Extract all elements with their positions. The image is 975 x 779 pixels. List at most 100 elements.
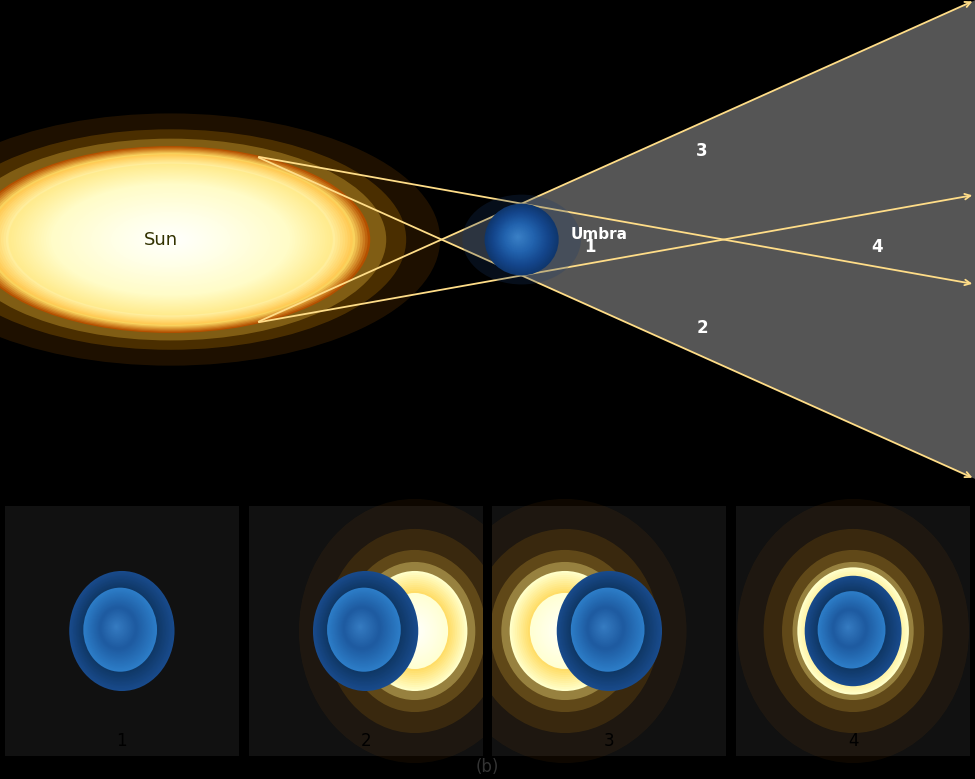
Ellipse shape: [90, 595, 149, 663]
Ellipse shape: [92, 597, 146, 660]
Ellipse shape: [806, 578, 900, 684]
Ellipse shape: [89, 201, 253, 278]
Ellipse shape: [332, 594, 395, 665]
Ellipse shape: [0, 152, 358, 327]
Ellipse shape: [498, 218, 541, 259]
Ellipse shape: [91, 597, 147, 661]
Ellipse shape: [561, 576, 657, 686]
Ellipse shape: [121, 217, 220, 263]
Ellipse shape: [499, 219, 540, 258]
Text: Sun: Sun: [143, 231, 177, 249]
Ellipse shape: [317, 576, 413, 686]
Ellipse shape: [1, 160, 340, 319]
Ellipse shape: [383, 595, 447, 667]
Ellipse shape: [826, 601, 875, 657]
Text: 3: 3: [604, 732, 614, 750]
Ellipse shape: [340, 603, 384, 654]
Ellipse shape: [793, 562, 914, 700]
Polygon shape: [442, 203, 522, 276]
Ellipse shape: [143, 227, 198, 252]
Ellipse shape: [49, 182, 292, 297]
Ellipse shape: [523, 585, 607, 677]
Ellipse shape: [94, 203, 248, 276]
Ellipse shape: [490, 550, 640, 712]
Ellipse shape: [601, 623, 607, 630]
Ellipse shape: [599, 621, 609, 633]
Ellipse shape: [525, 587, 605, 675]
Ellipse shape: [75, 578, 168, 683]
Ellipse shape: [497, 216, 543, 261]
Ellipse shape: [817, 590, 886, 670]
Polygon shape: [442, 0, 975, 479]
Ellipse shape: [847, 626, 849, 628]
Ellipse shape: [328, 589, 400, 671]
Ellipse shape: [539, 603, 591, 659]
Ellipse shape: [406, 621, 423, 641]
Ellipse shape: [79, 582, 163, 679]
Ellipse shape: [401, 615, 429, 647]
Ellipse shape: [128, 220, 214, 259]
Ellipse shape: [0, 129, 407, 350]
Ellipse shape: [108, 210, 233, 269]
Ellipse shape: [98, 605, 139, 652]
Ellipse shape: [583, 602, 629, 655]
Ellipse shape: [376, 587, 453, 675]
Text: 1: 1: [584, 238, 596, 256]
Ellipse shape: [357, 623, 364, 630]
Ellipse shape: [595, 617, 614, 638]
Ellipse shape: [558, 572, 661, 689]
Ellipse shape: [582, 601, 631, 656]
Ellipse shape: [556, 621, 574, 641]
Ellipse shape: [492, 211, 550, 266]
Ellipse shape: [496, 215, 544, 262]
Ellipse shape: [804, 576, 902, 686]
Ellipse shape: [577, 595, 637, 663]
Text: 2: 2: [696, 319, 708, 337]
Ellipse shape: [600, 622, 608, 632]
Ellipse shape: [374, 585, 455, 677]
Ellipse shape: [517, 579, 613, 683]
Ellipse shape: [319, 578, 411, 683]
Ellipse shape: [819, 592, 884, 668]
Ellipse shape: [356, 622, 365, 632]
Ellipse shape: [0, 114, 440, 365]
Ellipse shape: [74, 576, 169, 685]
Ellipse shape: [509, 228, 527, 246]
Ellipse shape: [349, 613, 374, 642]
Ellipse shape: [103, 208, 238, 271]
Polygon shape: [522, 0, 975, 488]
Ellipse shape: [82, 587, 158, 673]
Ellipse shape: [845, 624, 851, 630]
Ellipse shape: [589, 609, 622, 647]
Ellipse shape: [512, 573, 618, 689]
Ellipse shape: [134, 222, 208, 257]
Ellipse shape: [324, 583, 406, 677]
Ellipse shape: [0, 149, 366, 330]
Ellipse shape: [490, 210, 552, 269]
Ellipse shape: [488, 207, 555, 272]
Ellipse shape: [526, 589, 604, 673]
Ellipse shape: [554, 619, 576, 643]
Ellipse shape: [822, 595, 884, 667]
Ellipse shape: [569, 587, 645, 673]
Ellipse shape: [560, 625, 570, 637]
Ellipse shape: [820, 593, 886, 669]
Ellipse shape: [811, 584, 893, 677]
Ellipse shape: [321, 580, 409, 681]
Ellipse shape: [346, 610, 377, 646]
Ellipse shape: [72, 574, 171, 687]
Ellipse shape: [557, 571, 662, 691]
Ellipse shape: [801, 572, 905, 690]
Ellipse shape: [514, 233, 523, 241]
Ellipse shape: [486, 204, 558, 274]
Ellipse shape: [585, 605, 627, 652]
Ellipse shape: [560, 574, 658, 687]
Ellipse shape: [828, 604, 873, 654]
Ellipse shape: [76, 196, 265, 284]
Ellipse shape: [327, 587, 401, 671]
Ellipse shape: [813, 586, 891, 675]
Ellipse shape: [816, 589, 890, 673]
Ellipse shape: [836, 612, 863, 643]
Ellipse shape: [41, 179, 300, 300]
Ellipse shape: [76, 579, 167, 682]
